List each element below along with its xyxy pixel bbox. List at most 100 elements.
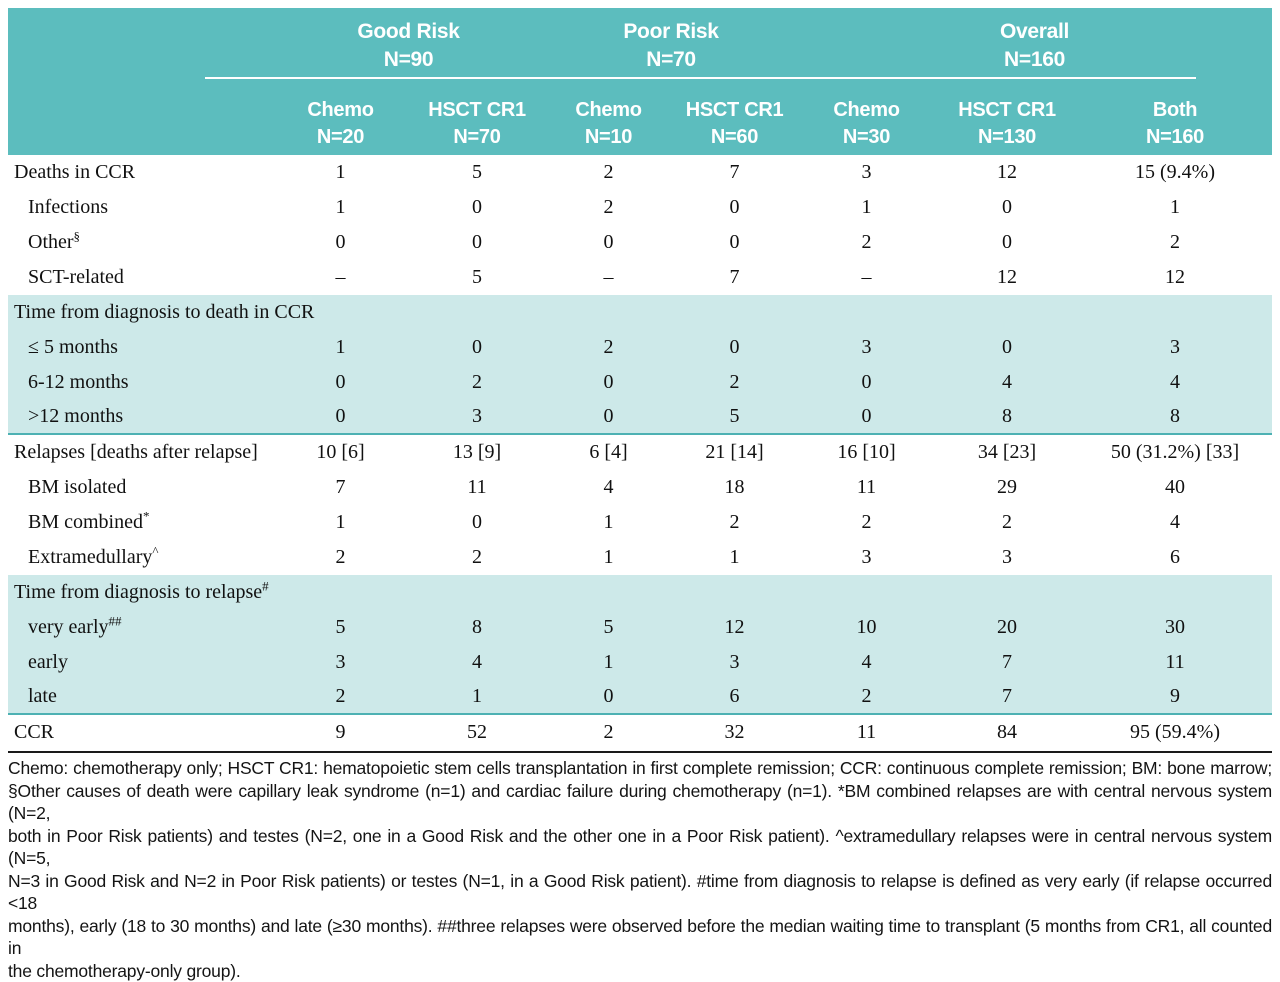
group-header-underline: [205, 77, 1196, 79]
table-cell: 0: [545, 231, 672, 254]
row-label: Relapses [deaths after relapse]: [8, 441, 272, 464]
table-cell: 12: [1078, 266, 1272, 289]
column-n: N=30: [797, 124, 936, 151]
table-cell: 50 (31.2%) [33]: [1078, 441, 1272, 464]
table-cell: 2: [672, 371, 797, 394]
table-cell: 2: [797, 231, 936, 254]
table-cell: 11: [797, 476, 936, 499]
table-cell: 1: [545, 651, 672, 674]
table-cell: 1: [272, 161, 409, 184]
table-cell: 18: [672, 476, 797, 499]
table-cell: 34 [23]: [936, 441, 1078, 464]
table-cell: 5: [409, 161, 545, 184]
table-cell: 84: [936, 721, 1078, 744]
row-label: very early##: [8, 616, 272, 639]
table-cell: 7: [672, 266, 797, 289]
table-cell: 0: [797, 405, 936, 428]
row-label: SCT-related: [8, 266, 272, 289]
column-label: HSCT CR1: [672, 97, 797, 124]
row-label: ≤ 5 months: [8, 336, 272, 359]
column-header-row: Chemo N=20 HSCT CR1 N=70 Chemo N=10 HSCT…: [8, 93, 1272, 155]
table-cell: 4: [545, 476, 672, 499]
row-label: Infections: [8, 196, 272, 219]
table-cell: 16 [10]: [797, 441, 936, 464]
table-cell: 12: [936, 161, 1078, 184]
table-cell: 2: [672, 511, 797, 534]
table-cell: 20: [936, 616, 1078, 639]
group-n: N=90: [272, 46, 545, 74]
footnote-line: N=3 in Good Risk and N=2 in Poor Risk pa…: [8, 870, 1272, 915]
table-cell: 0: [545, 371, 672, 394]
column-n: N=60: [672, 124, 797, 151]
group-n: N=70: [545, 46, 797, 74]
footnote-line: months), early (18 to 30 months) and lat…: [8, 915, 1272, 960]
table-cell: 1: [545, 511, 672, 534]
table-cell: 1: [409, 685, 545, 708]
table-cell: 0: [672, 336, 797, 359]
row-label: BM combined*: [8, 511, 272, 534]
row-label: BM isolated: [8, 476, 272, 499]
table-cell: 4: [1078, 511, 1272, 534]
table-cell: 0: [672, 196, 797, 219]
row-label-superscript: ##: [109, 613, 122, 628]
table-cell: 0: [545, 405, 672, 428]
table-cell: 2: [545, 721, 672, 744]
section-header-row: Time from diagnosis to death in CCR: [8, 295, 1272, 330]
table-cell: 2: [545, 336, 672, 359]
table-cell: 0: [545, 685, 672, 708]
column-label: Both: [1078, 97, 1272, 124]
row-label: late: [8, 685, 272, 708]
group-header-good-risk: Good Risk N=90: [272, 8, 545, 93]
row-label: Other§: [8, 231, 272, 254]
column-label: HSCT CR1: [409, 97, 545, 124]
table-cell: 7: [936, 685, 1078, 708]
table-cell: 10 [6]: [272, 441, 409, 464]
section-header-row: Time from diagnosis to relapse#: [8, 575, 1272, 610]
table-cell: 3: [936, 546, 1078, 569]
table-cell: 0: [272, 405, 409, 428]
table-cell: 9: [1078, 685, 1272, 708]
row-label: Deaths in CCR: [8, 161, 272, 184]
table-cell: 7: [936, 651, 1078, 674]
table-cell: 0: [936, 336, 1078, 359]
table-cell: 8: [936, 405, 1078, 428]
table-cell: 3: [672, 651, 797, 674]
column-n: N=10: [545, 124, 672, 151]
table-cell: 5: [272, 616, 409, 639]
table-cell: 1: [672, 546, 797, 569]
group-header-overall: Overall N=160: [797, 8, 1272, 93]
table-cell: 1: [272, 336, 409, 359]
footnote-line: §Other causes of death were capillary le…: [8, 780, 1272, 825]
table-cell: 10: [797, 616, 936, 639]
column-header-chemo-overall: Chemo N=30: [797, 93, 936, 155]
table-cell: 29: [936, 476, 1078, 499]
table-cell: 95 (59.4%): [1078, 721, 1272, 744]
table-cell: 1: [272, 196, 409, 219]
table-cell: 4: [797, 651, 936, 674]
table-cell: 30: [1078, 616, 1272, 639]
table-cell: 4: [1078, 371, 1272, 394]
table-cell: 0: [409, 196, 545, 219]
row-label: Extramedullary^: [8, 546, 272, 569]
table-cell: 0: [272, 371, 409, 394]
table-cell: 12: [936, 266, 1078, 289]
row-label-superscript: *: [143, 508, 150, 523]
table-cell: 2: [797, 685, 936, 708]
table-cell: 5: [409, 266, 545, 289]
table-cell: 8: [1078, 405, 1272, 428]
group-label: Good Risk: [272, 18, 545, 46]
table-cell: 7: [672, 161, 797, 184]
table-cell: 3: [409, 405, 545, 428]
row-label-superscript: #: [262, 578, 269, 593]
